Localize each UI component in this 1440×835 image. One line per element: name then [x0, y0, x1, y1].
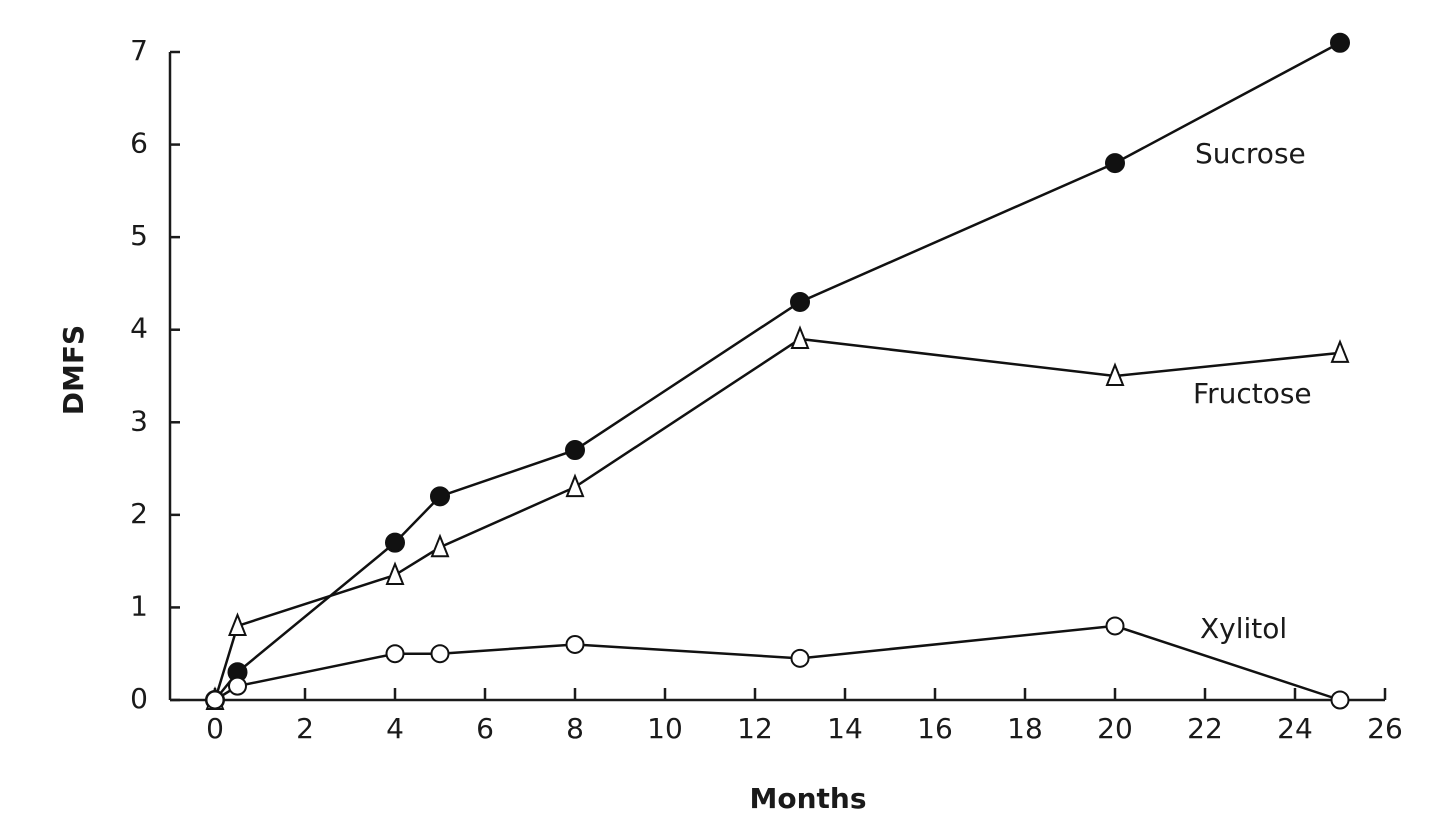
marker: [1105, 616, 1125, 636]
marker: [430, 533, 450, 558]
marker: [790, 648, 810, 668]
x-tick-label: 20: [1097, 712, 1133, 745]
y-tick-label: 1: [130, 589, 148, 622]
marker: [1330, 339, 1350, 363]
legend-label: Sucrose: [1195, 137, 1306, 170]
x-tick-label: 16: [917, 712, 953, 745]
y-tick-label: 7: [130, 34, 148, 67]
marker: [228, 676, 247, 696]
x-tick-label: 26: [1367, 712, 1403, 745]
x-tick-label: 12: [737, 712, 773, 745]
y-tick-label: 5: [130, 219, 148, 252]
marker: [790, 291, 810, 312]
marker: [228, 612, 247, 636]
marker: [385, 532, 405, 553]
series-line: [214, 41, 1341, 701]
x-tick-label: 24: [1277, 712, 1313, 745]
x-tick-label: 6: [476, 712, 494, 745]
x-tick-label: 8: [566, 712, 584, 745]
series-line: [213, 337, 1341, 701]
x-tick-label: 18: [1007, 712, 1043, 745]
y-tick-label: 3: [130, 404, 148, 437]
marker: [430, 486, 450, 507]
marker: [565, 440, 585, 461]
marker: [1330, 690, 1350, 710]
series-line: [214, 624, 1341, 702]
x-tick-label: 22: [1187, 712, 1223, 745]
marker: [790, 325, 810, 349]
marker: [1105, 362, 1125, 386]
marker: [1105, 153, 1125, 174]
x-tick-label: 2: [296, 712, 314, 745]
y-tick-label: 2: [130, 497, 148, 530]
y-axis-title: DMFS: [57, 325, 90, 415]
marker: [1330, 32, 1350, 53]
marker: [430, 644, 450, 664]
legend-label: Fructose: [1193, 377, 1312, 410]
marker: [385, 561, 405, 586]
x-tick-label: 14: [827, 712, 863, 745]
y-tick-label: 6: [130, 127, 148, 160]
x-tick-label: 10: [647, 712, 683, 745]
marker: [565, 634, 585, 654]
x-tick-label: 0: [206, 712, 224, 745]
marker: [385, 644, 405, 664]
marker: [565, 473, 585, 498]
y-tick-label: 4: [130, 312, 148, 345]
y-tick-label: 0: [130, 682, 148, 715]
legend-label: Xylitol: [1200, 612, 1287, 645]
x-axis-title: Months: [749, 782, 866, 815]
marker: [205, 690, 225, 710]
x-tick-label: 4: [386, 712, 404, 745]
